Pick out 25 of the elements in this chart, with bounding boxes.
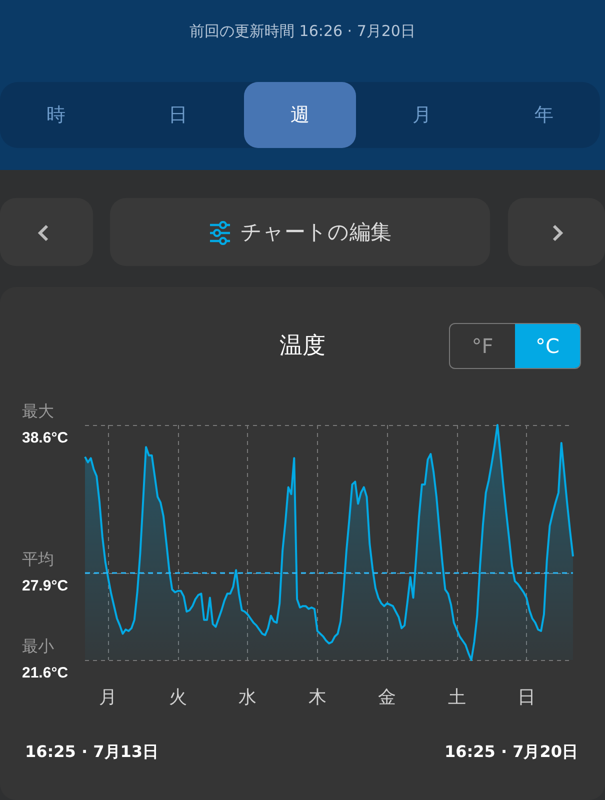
x-tick-label: 日 [518, 687, 536, 707]
chart-title: 温度 [280, 333, 326, 359]
text: 16:25 · 7月20日 [444, 742, 578, 763]
x-tick-label: 月 [99, 687, 118, 707]
text: 日 [168, 103, 188, 128]
text: 月 [412, 103, 432, 128]
text: チャートの編集 [240, 220, 392, 244]
y-tick-label: 27.9°C [22, 577, 68, 594]
y-tick-label: 38.6°C [22, 430, 68, 446]
text: 平均 [22, 551, 54, 568]
text: °C [515, 324, 580, 368]
text: 最大 [22, 402, 54, 420]
text: 最小 [22, 638, 54, 656]
text: 年 [534, 103, 554, 128]
x-tick-label: 木 [308, 687, 326, 707]
y-tick-label: 21.6°C [22, 664, 68, 682]
x-tick-label: 水 [238, 687, 257, 707]
text: 週 [244, 82, 356, 148]
text: 時 [46, 103, 66, 128]
x-tick-label: 金 [378, 687, 396, 707]
text: 前回の更新時間 16:26 · 7月20日 [188, 22, 416, 41]
x-tick-label: 火 [168, 687, 187, 707]
text: °F [470, 333, 494, 360]
text: 16:25 · 7月13日 [25, 742, 159, 763]
x-tick-label: 土 [448, 687, 466, 707]
